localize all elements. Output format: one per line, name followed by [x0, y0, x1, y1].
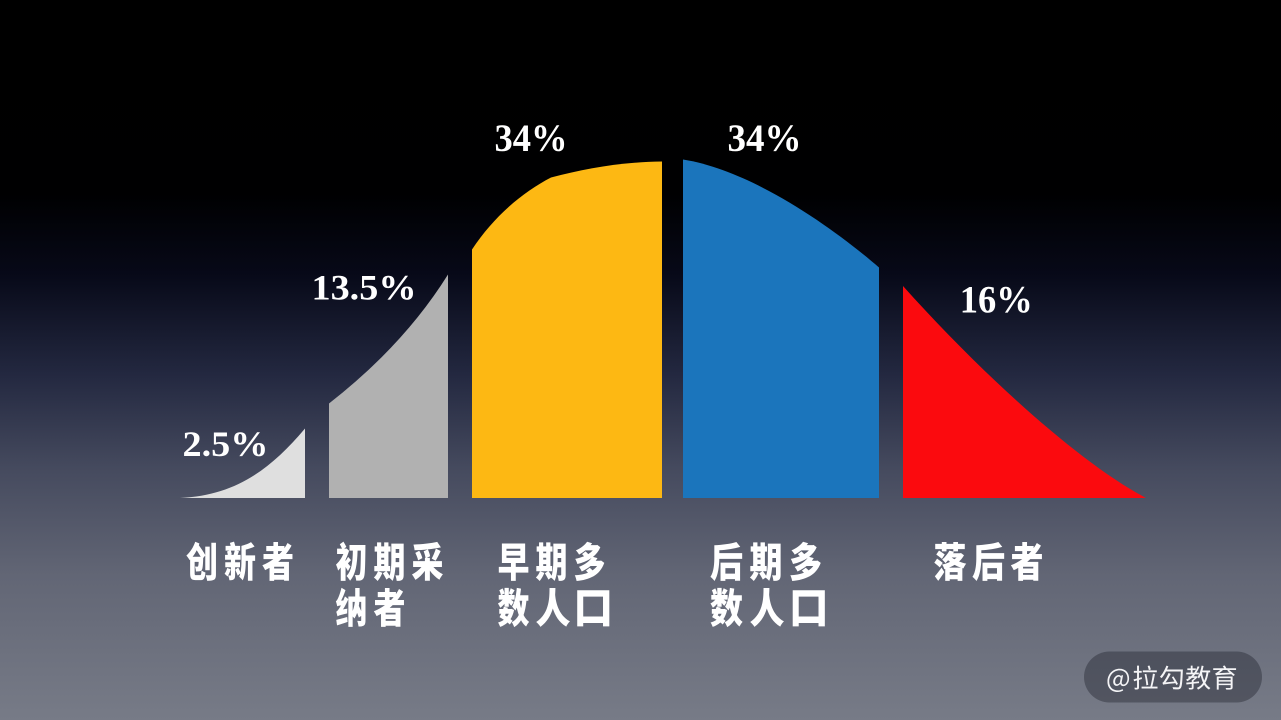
svg-text:2.5%: 2.5%	[183, 424, 269, 464]
svg-text:13.5%: 13.5%	[312, 268, 417, 308]
svg-text:34%: 34%	[495, 117, 568, 160]
svg-text:34%: 34%	[728, 117, 802, 160]
svg-text:16%: 16%	[960, 279, 1033, 322]
